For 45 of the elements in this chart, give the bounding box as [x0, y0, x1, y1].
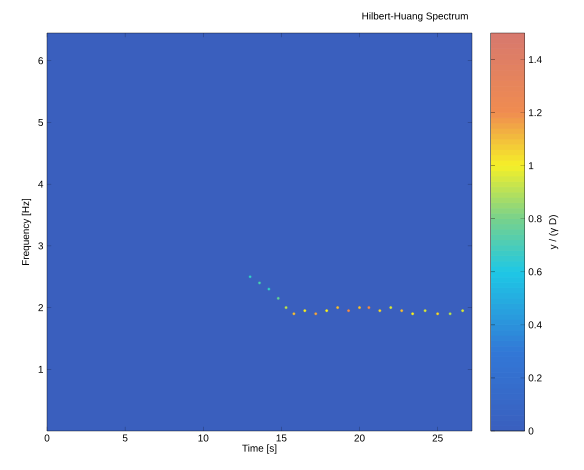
y-tick-label: 1	[38, 366, 43, 373]
point	[314, 312, 318, 316]
y-tick-label: 4	[38, 180, 44, 188]
y-axis-title: Frequency [Hz]	[22, 198, 32, 265]
point	[325, 309, 328, 312]
point	[436, 312, 440, 316]
y-tick-label: 6	[38, 57, 44, 64]
chart-title: Hilbert-Huang Spectrum	[362, 12, 468, 22]
x-tick-label: 5	[122, 434, 128, 442]
y-tick-label: 2	[38, 304, 43, 312]
x-tick-label: 10	[198, 434, 208, 442]
color-bar-label: 1.4	[528, 56, 542, 63]
point	[248, 275, 252, 278]
point	[367, 306, 370, 310]
point	[424, 309, 427, 312]
x-tick-label: 25	[432, 434, 443, 442]
color-bar-label: 0.6	[528, 268, 542, 276]
point	[336, 306, 340, 310]
x-tick-label: 15	[276, 434, 286, 442]
point	[389, 306, 392, 310]
point	[411, 312, 414, 316]
color-bar-label: 0.4	[528, 321, 542, 328]
color-bar-label: 1	[528, 162, 534, 170]
color-bar-label: 0	[528, 427, 534, 435]
point	[378, 309, 382, 312]
color-bar-title: y / (γ D)	[548, 215, 558, 250]
point	[267, 288, 270, 291]
point	[276, 296, 280, 300]
color-bar-label: 1.2	[528, 109, 542, 116]
x-tick-label: 0	[44, 434, 50, 442]
y-tick-label: 5	[38, 118, 44, 126]
color-bar-label: 0.2	[528, 374, 542, 382]
x-tick-label: 20	[354, 434, 365, 442]
point	[292, 312, 296, 316]
point	[284, 306, 288, 310]
y-tick-label: 3	[38, 242, 44, 250]
point	[303, 309, 306, 312]
point	[258, 281, 261, 284]
point	[461, 309, 464, 312]
point	[448, 312, 452, 316]
x-axis-title: Time [s]	[242, 444, 276, 454]
color-bar-label: 0.8	[528, 215, 542, 222]
point	[358, 306, 361, 310]
point	[400, 309, 404, 312]
point	[347, 309, 350, 312]
